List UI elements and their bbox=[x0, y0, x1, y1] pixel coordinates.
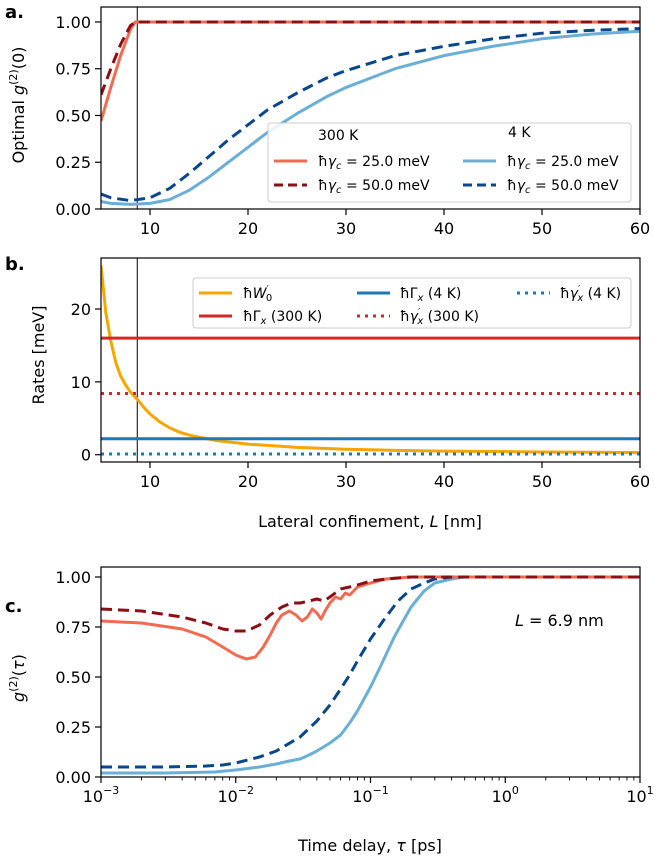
panel-b-frame bbox=[100, 257, 641, 463]
panel-a: a. Optimal g(2)(0) 10 20 30 40 50 60 0.00 0.25 0… bbox=[5, 2, 650, 238]
x-tick-label: 30 bbox=[336, 219, 356, 238]
y-tick-label: 0.50 bbox=[55, 106, 91, 125]
y-tick-label: 1.00 bbox=[55, 568, 91, 587]
panel-c-y-axis-label: g(2)(τ) bbox=[7, 654, 28, 702]
x-tick-label: 10 bbox=[140, 219, 160, 238]
legend-title-300k: 300 K bbox=[318, 128, 359, 144]
y-tick-label: 0.75 bbox=[55, 618, 91, 637]
x-tick-label: 10−1 bbox=[352, 784, 389, 806]
legend-label-gamma-4k: ħΓx (4 K) bbox=[400, 286, 461, 304]
legend-box bbox=[192, 277, 632, 329]
series-line-w-0 bbox=[101, 265, 640, 455]
x-tick-label: 100 bbox=[492, 784, 519, 806]
legend-label-300k-50: ħγc = 50.0 meV bbox=[318, 178, 430, 196]
x-tick-label: 50 bbox=[532, 472, 552, 491]
panel-b-y-axis-label: Rates [meV] bbox=[29, 306, 48, 405]
series-line-4-k-c-50-0-mev bbox=[101, 27, 640, 203]
series-line-c-50-0-mev-4-k bbox=[101, 575, 640, 769]
x-tick-label: 30 bbox=[336, 472, 356, 491]
panel-c-x-axis-label: Time delay, τ [ps] bbox=[297, 836, 442, 855]
x-tick-label: 10−2 bbox=[217, 784, 254, 806]
series-line-c-25-0-mev-300-k bbox=[101, 575, 640, 661]
panel-c-annotation: L = 6.9 nm bbox=[515, 611, 604, 630]
legend-label-w0: ħW′ 0 bbox=[243, 284, 272, 304]
legend-box bbox=[267, 122, 632, 203]
y-tick-label: 0 bbox=[81, 446, 91, 465]
panel-c-frame bbox=[100, 566, 641, 778]
legend-title-4k: 4 K bbox=[508, 125, 531, 141]
legend-label-dephasing-4k: ħγ′ x (4 K) bbox=[560, 284, 621, 304]
y-tick-label: 0.25 bbox=[55, 153, 91, 172]
panel-b-x-axis-label: Lateral confinement, L [nm] bbox=[258, 512, 482, 531]
panel-b-ticks: 10 20 30 40 50 60 0 10 20 bbox=[71, 300, 651, 491]
x-tick-label: 60 bbox=[630, 219, 650, 238]
panel-c-series bbox=[101, 575, 640, 775]
x-tick-label: 101 bbox=[626, 784, 653, 806]
series-line-c-50-0-mev-300-k bbox=[101, 575, 640, 633]
panel-b-series bbox=[101, 265, 640, 456]
panel-a-ticks: 10 20 30 40 50 60 0.00 0.25 0.50 0.75 1.00 bbox=[55, 13, 650, 238]
panel-b-legend: ħW′ 0 ħΓx (300 K) ħΓx (4 K) ħγ′ x (300 K) … bbox=[192, 277, 632, 329]
y-tick-label: 0.50 bbox=[55, 668, 91, 687]
panel-a-label: a. bbox=[5, 2, 24, 23]
y-tick-label: 20 bbox=[71, 300, 91, 319]
y-tick-label: 1.00 bbox=[55, 13, 91, 32]
y-tick-label: 0.00 bbox=[55, 200, 91, 219]
x-tick-label: 40 bbox=[434, 219, 454, 238]
panel-c-ticks: 10−3 10−2 10−1 100 101 0.00 0.25 0.50 0.75 1.00 bbox=[55, 568, 653, 806]
y-tick-label: 0.25 bbox=[55, 718, 91, 737]
legend-label-4k-50: ħγc = 50.0 meV bbox=[507, 178, 619, 196]
x-tick-label: 40 bbox=[434, 472, 454, 491]
legend-label-300k-25: ħγc = 25.0 meV bbox=[318, 154, 430, 172]
series-line-c-25-0-mev-4-k bbox=[101, 575, 640, 775]
x-tick-label: 10 bbox=[140, 472, 160, 491]
x-tick-label: 20 bbox=[238, 219, 258, 238]
legend-label-gamma-300k: ħΓx (300 K) bbox=[243, 309, 322, 327]
y-tick-label: 0.75 bbox=[55, 60, 91, 79]
panel-a-frame bbox=[100, 6, 641, 210]
panel-a-legend: 300 K 4 K ħγc = 25.0 meV ħγc = 50.0 meV … bbox=[267, 122, 632, 203]
panel-c-label: c. bbox=[5, 596, 23, 617]
panel-b: b. Rates [meV] Lateral confinement, L [n… bbox=[5, 254, 650, 531]
x-tick-label: 50 bbox=[532, 219, 552, 238]
y-tick-label: 0.00 bbox=[55, 768, 91, 787]
y-tick-label: 10 bbox=[71, 373, 91, 392]
panel-c: c. g(2)(τ) Time delay, τ [ps] 10−3 10−2 10… bbox=[5, 566, 654, 855]
legend-label-4k-25: ħγc = 25.0 meV bbox=[507, 154, 619, 172]
legend-label-dephasing-300k: ħγ′ x (300 K) bbox=[400, 307, 479, 327]
series-line-300-k-c-25-0-mev bbox=[101, 20, 640, 122]
panel-b-label: b. bbox=[5, 254, 25, 275]
panel-a-y-axis-label: Optimal g(2)(0) bbox=[7, 47, 28, 164]
x-tick-label: 20 bbox=[238, 472, 258, 491]
x-tick-label: 10−3 bbox=[83, 784, 120, 806]
x-tick-label: 60 bbox=[630, 472, 650, 491]
